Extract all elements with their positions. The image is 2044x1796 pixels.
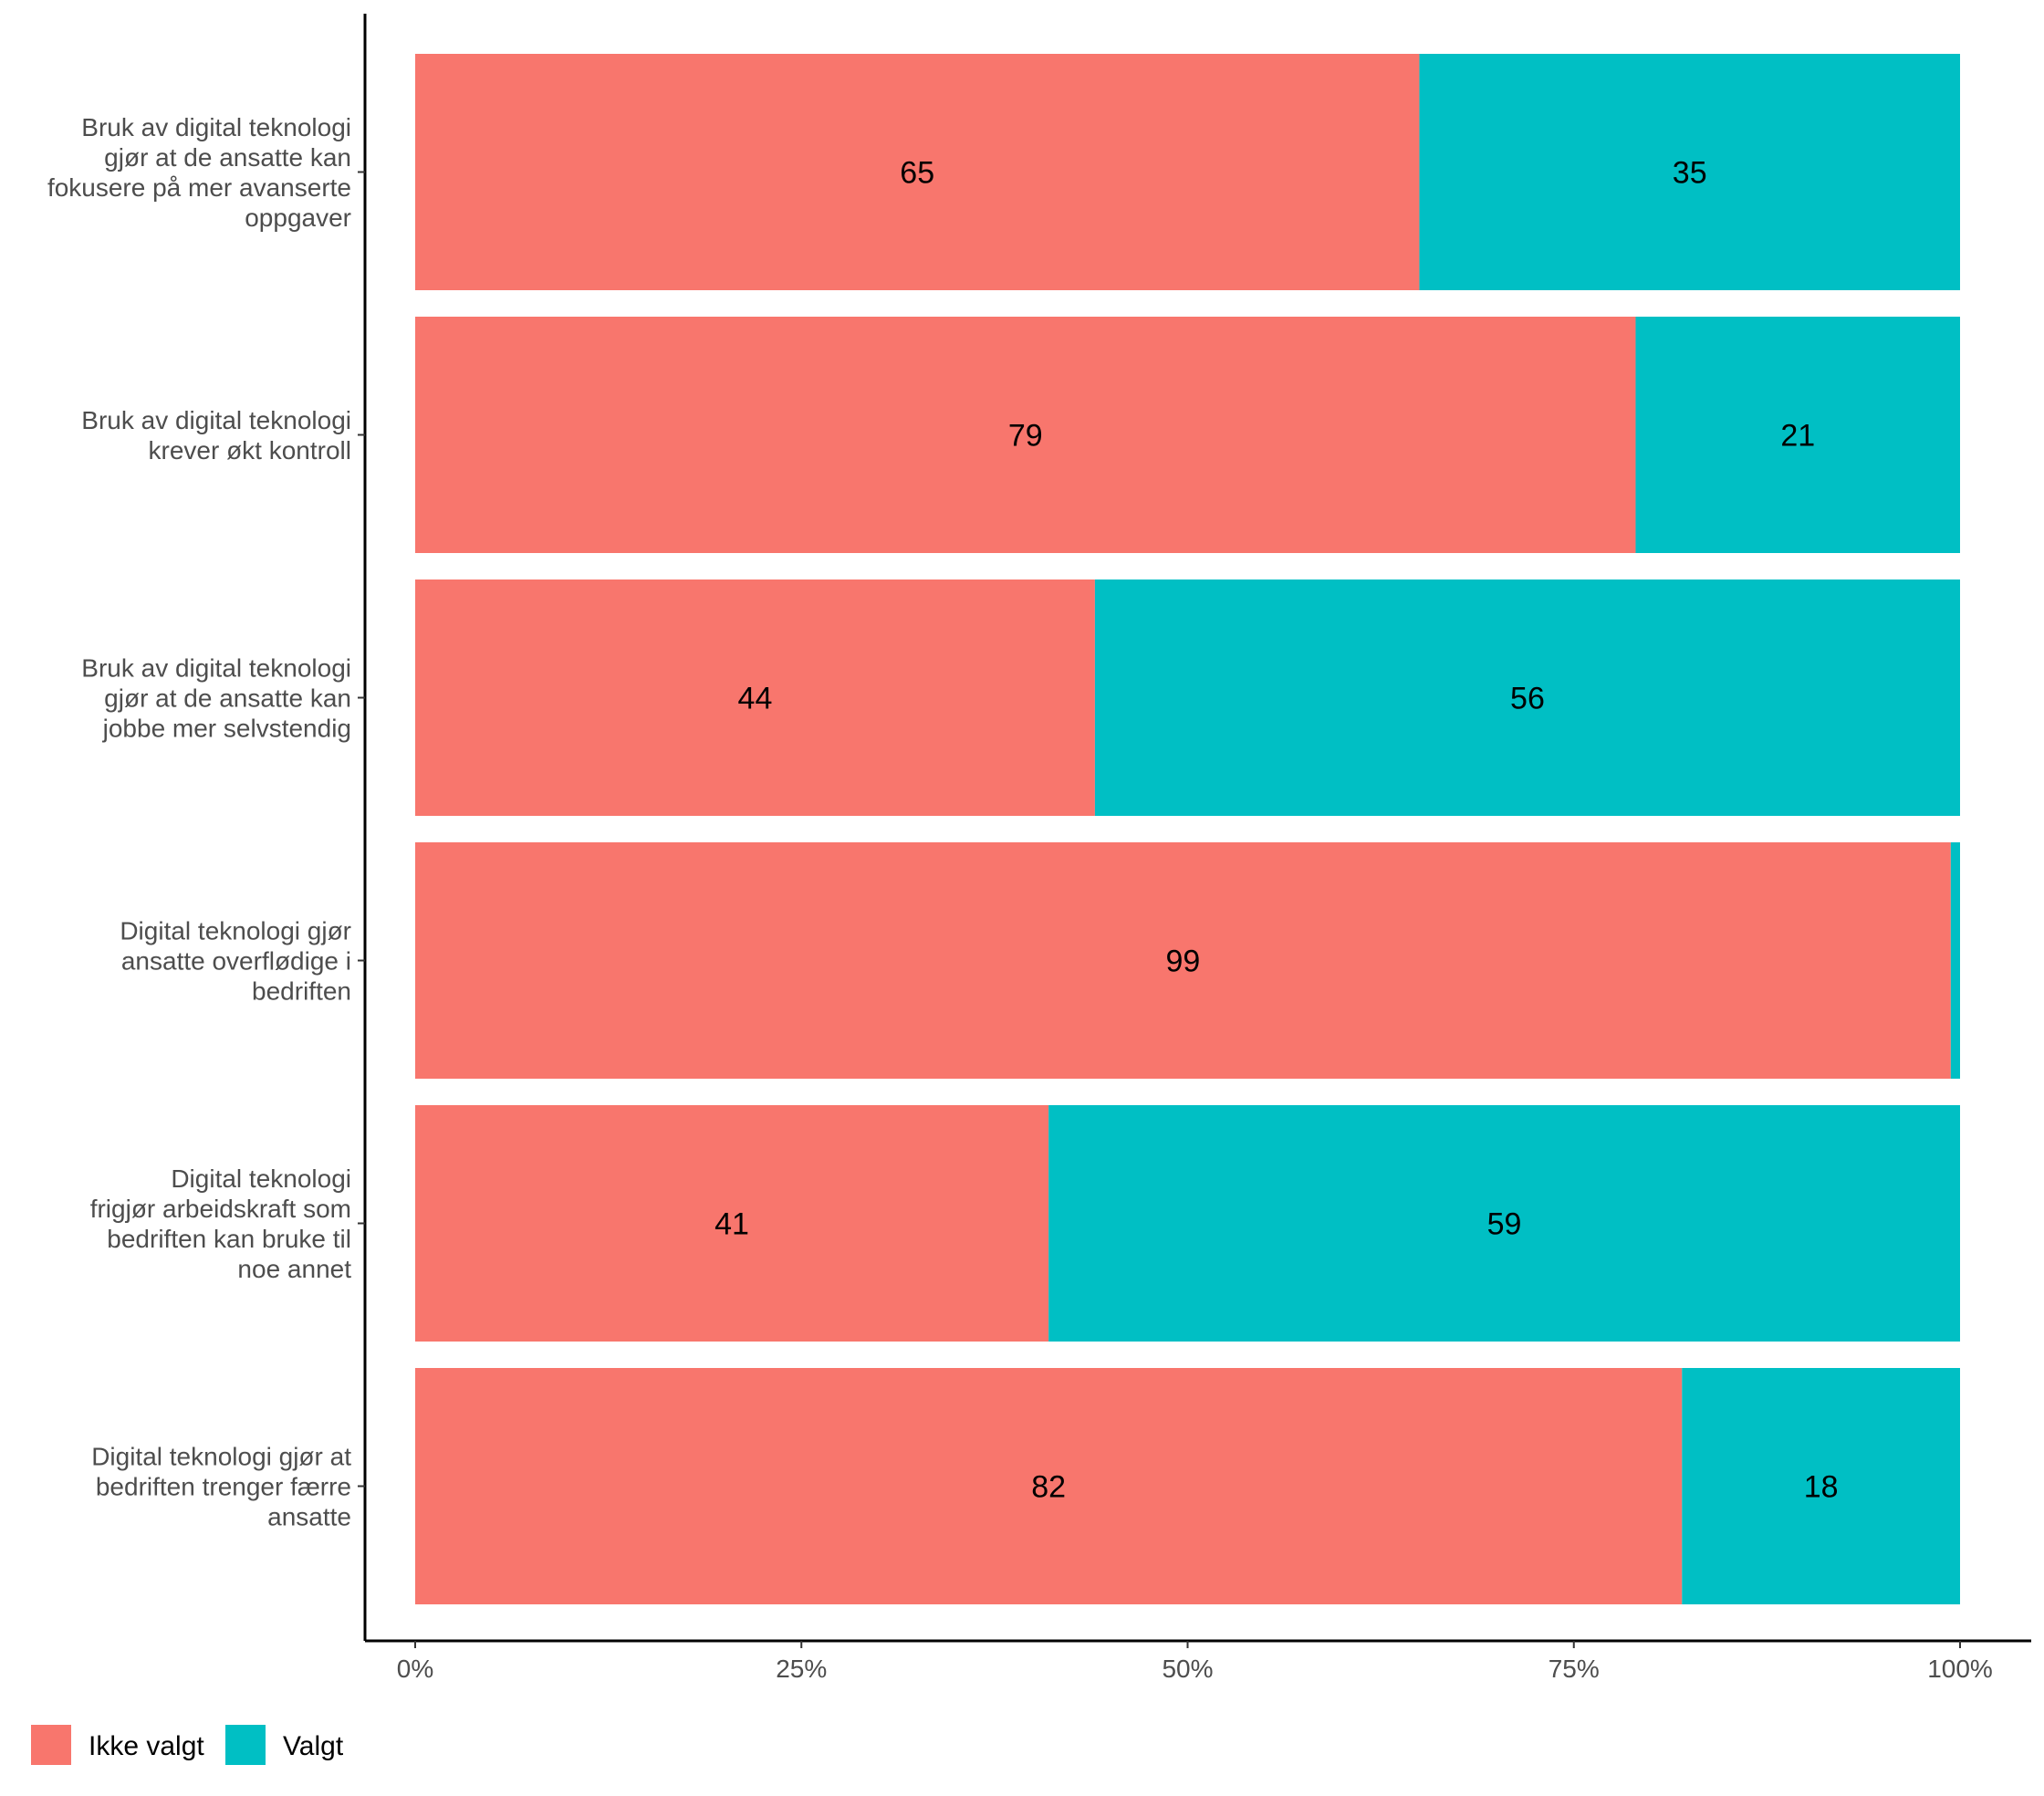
category-label-line: bedriften trenger færre (96, 1473, 351, 1501)
category-label-line: Bruk av digital teknologi (81, 654, 351, 683)
bar-valgt-4 (1950, 842, 1960, 1079)
category-label: Bruk av digital teknologi krever økt kont… (81, 406, 351, 465)
data-label: 79 (1008, 419, 1043, 454)
data-label: 21 (1780, 419, 1815, 454)
data-label: 99 (1166, 945, 1201, 979)
category-label-line: Digital teknologi gjør at (91, 1443, 351, 1471)
bar-valgt-1 (1419, 54, 1960, 290)
bar-valgt-3 (1094, 580, 1960, 816)
category-label-line: frigjør arbeidskraft som (90, 1195, 351, 1223)
data-label: 35 (1673, 156, 1707, 191)
bar-ikke-valgt-5 (415, 1105, 1049, 1342)
bar-ikke-valgt-3 (415, 580, 1095, 816)
category-label: Bruk av digital teknologi gjør at de ansa… (47, 113, 351, 232)
legend-label: Ikke valgt (89, 1731, 204, 1761)
bar-ikke-valgt-2 (415, 317, 1636, 553)
legend: Ikke valgt Valgt (31, 1725, 344, 1765)
category-label-line: gjør at de ansatte kan (104, 143, 351, 172)
bar-valgt-6 (1682, 1368, 1960, 1604)
category-label-line: oppgaver (245, 204, 351, 232)
category-label: Digital teknologi frigjør arbeidskraft so… (90, 1164, 352, 1283)
bar-ikke-valgt-1 (415, 54, 1420, 290)
bar-valgt-2 (1635, 317, 1960, 553)
x-ticks-group: 0% 25% 50% 75% 100% (397, 1641, 1993, 1683)
data-labels-group: 65 35 79 21 44 56 99 41 59 82 18 (714, 156, 1838, 1505)
category-label-line: Digital teknologi gjør (120, 917, 351, 945)
category-label-line: jobbe mer selvstendig (102, 715, 351, 743)
category-label-line: bedriften kan bruke til (107, 1225, 351, 1253)
category-label-line: noe annet (237, 1255, 351, 1283)
data-label: 44 (738, 682, 773, 716)
x-tick-label: 100% (1927, 1655, 1993, 1683)
category-label-line: Digital teknologi (171, 1164, 351, 1193)
category-label-line: bedriften (252, 977, 351, 1006)
bar-ikke-valgt-4 (415, 842, 1951, 1079)
x-tick-label: 75% (1549, 1655, 1600, 1683)
category-label-line: ansatte (267, 1503, 351, 1531)
category-label: Digital teknologi gjør at bedriften treng… (91, 1443, 351, 1531)
category-label-line: gjør at de ansatte kan (104, 684, 351, 713)
data-label: 65 (900, 156, 934, 191)
data-label: 18 (1804, 1470, 1839, 1505)
category-label: Bruk av digital teknologi gjør at de ansa… (81, 654, 351, 743)
category-label-line: Bruk av digital teknologi (81, 113, 351, 141)
category-label-line: krever økt kontroll (149, 436, 352, 465)
x-tick-label: 50% (1162, 1655, 1213, 1683)
legend-key-valgt (225, 1725, 266, 1765)
bar-valgt-5 (1048, 1105, 1960, 1342)
bars-group (415, 54, 1960, 1604)
axes-group (363, 14, 2031, 1643)
bar-ikke-valgt-6 (415, 1368, 1683, 1604)
legend-label: Valgt (283, 1731, 344, 1761)
category-label-line: fokusere på mer avanserte (47, 173, 351, 202)
x-tick-label: 0% (397, 1655, 433, 1683)
data-label: 82 (1031, 1470, 1066, 1505)
legend-key-ikke-valgt (31, 1725, 71, 1765)
x-tick-label: 25% (776, 1655, 827, 1683)
category-label-line: ansatte overflødige i (121, 947, 351, 976)
category-label-line: Bruk av digital teknologi (81, 406, 351, 434)
y-ticks-group: Bruk av digital teknologi gjør at de ansa… (47, 113, 365, 1531)
category-label: Digital teknologi gjør ansatte overflødig… (120, 917, 351, 1006)
data-label: 59 (1487, 1207, 1522, 1242)
data-label: 41 (714, 1207, 749, 1242)
data-label: 56 (1510, 682, 1545, 716)
